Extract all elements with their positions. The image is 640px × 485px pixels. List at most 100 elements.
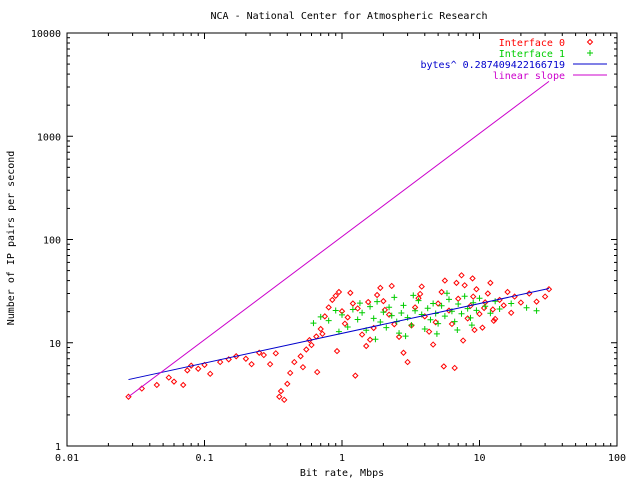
data-point [354,316,361,323]
data-point [333,347,341,355]
series-line [128,80,550,398]
data-point [395,333,403,341]
data-point [248,360,255,368]
data-point [367,303,374,310]
data-point [165,374,173,381]
legend-label: Interface 0 [499,38,565,49]
data-point [372,336,379,343]
data-point [396,330,403,337]
data-point [468,322,475,329]
data-point [187,362,195,369]
series-0 [125,272,553,404]
data-point [286,369,294,377]
data-point [451,364,458,372]
y-tick-label: 10000 [31,29,61,40]
data-point [359,309,366,316]
data-point [445,296,452,303]
data-point [310,320,317,327]
data-point [470,293,477,300]
data-point [400,302,407,309]
data-point [391,294,398,301]
data-point [374,298,381,305]
x-tick-label: 0.1 [195,453,213,464]
x-tick-label: 10 [473,453,485,464]
data-point [388,282,395,290]
data-point [195,365,202,372]
data-point [504,288,511,296]
legend-marker [586,38,594,46]
data-point [461,282,468,289]
data-point [429,341,437,348]
data-point [424,305,431,312]
data-point [242,355,250,362]
y-tick-label: 1000 [37,132,61,143]
data-point [434,300,442,307]
data-point [490,317,497,325]
data-series [125,80,553,404]
data-point [421,325,428,332]
data-point [391,321,398,328]
data-point [377,284,384,292]
data-point [308,341,315,349]
data-point [385,311,393,318]
data-point [358,331,366,338]
data-point [489,306,497,313]
data-point [363,342,370,350]
data-point [545,286,553,293]
data-point [377,318,384,325]
data-point [344,314,351,321]
x-tick-label: 1 [339,453,345,464]
data-point [427,316,434,323]
data-point [440,363,448,370]
data-point [266,360,274,368]
data-point [433,330,440,337]
data-point [507,309,515,317]
data-point [325,304,332,311]
data-point [383,324,390,331]
data-point [404,314,411,321]
data-point [332,292,339,299]
data-point [319,330,326,338]
data-point [454,326,461,333]
data-point [364,298,372,306]
data-point [299,363,307,371]
data-point [473,307,480,314]
data-point [476,310,483,318]
data-point [487,310,494,317]
data-point [469,275,476,282]
data-point [349,300,357,307]
data-point [272,350,280,357]
data-point [321,313,329,320]
legend-marker [587,50,593,56]
y-tick-label: 1 [55,442,61,453]
data-point [335,288,343,296]
data-point [487,279,494,287]
data-point [277,387,285,395]
data-point [480,304,488,312]
data-point [467,314,474,321]
legend-label: linear slope [493,71,565,82]
data-point [492,298,499,305]
legend-label: bytes^ 0.287409422166719 [421,60,566,71]
data-point [317,313,324,320]
data-point [416,290,424,298]
data-point [303,346,310,353]
data-point [380,309,387,316]
data-point [216,358,224,366]
data-point [471,326,478,334]
data-point [313,368,321,376]
data-point [339,311,345,318]
data-point [438,302,445,309]
data-point [260,351,268,359]
data-point [435,320,442,327]
data-point [441,277,449,284]
data-point [184,367,191,374]
data-point [317,325,324,333]
data-point [461,293,468,300]
data-point [441,313,448,320]
data-point [297,353,304,360]
data-point [430,300,437,307]
data-point [533,298,540,305]
